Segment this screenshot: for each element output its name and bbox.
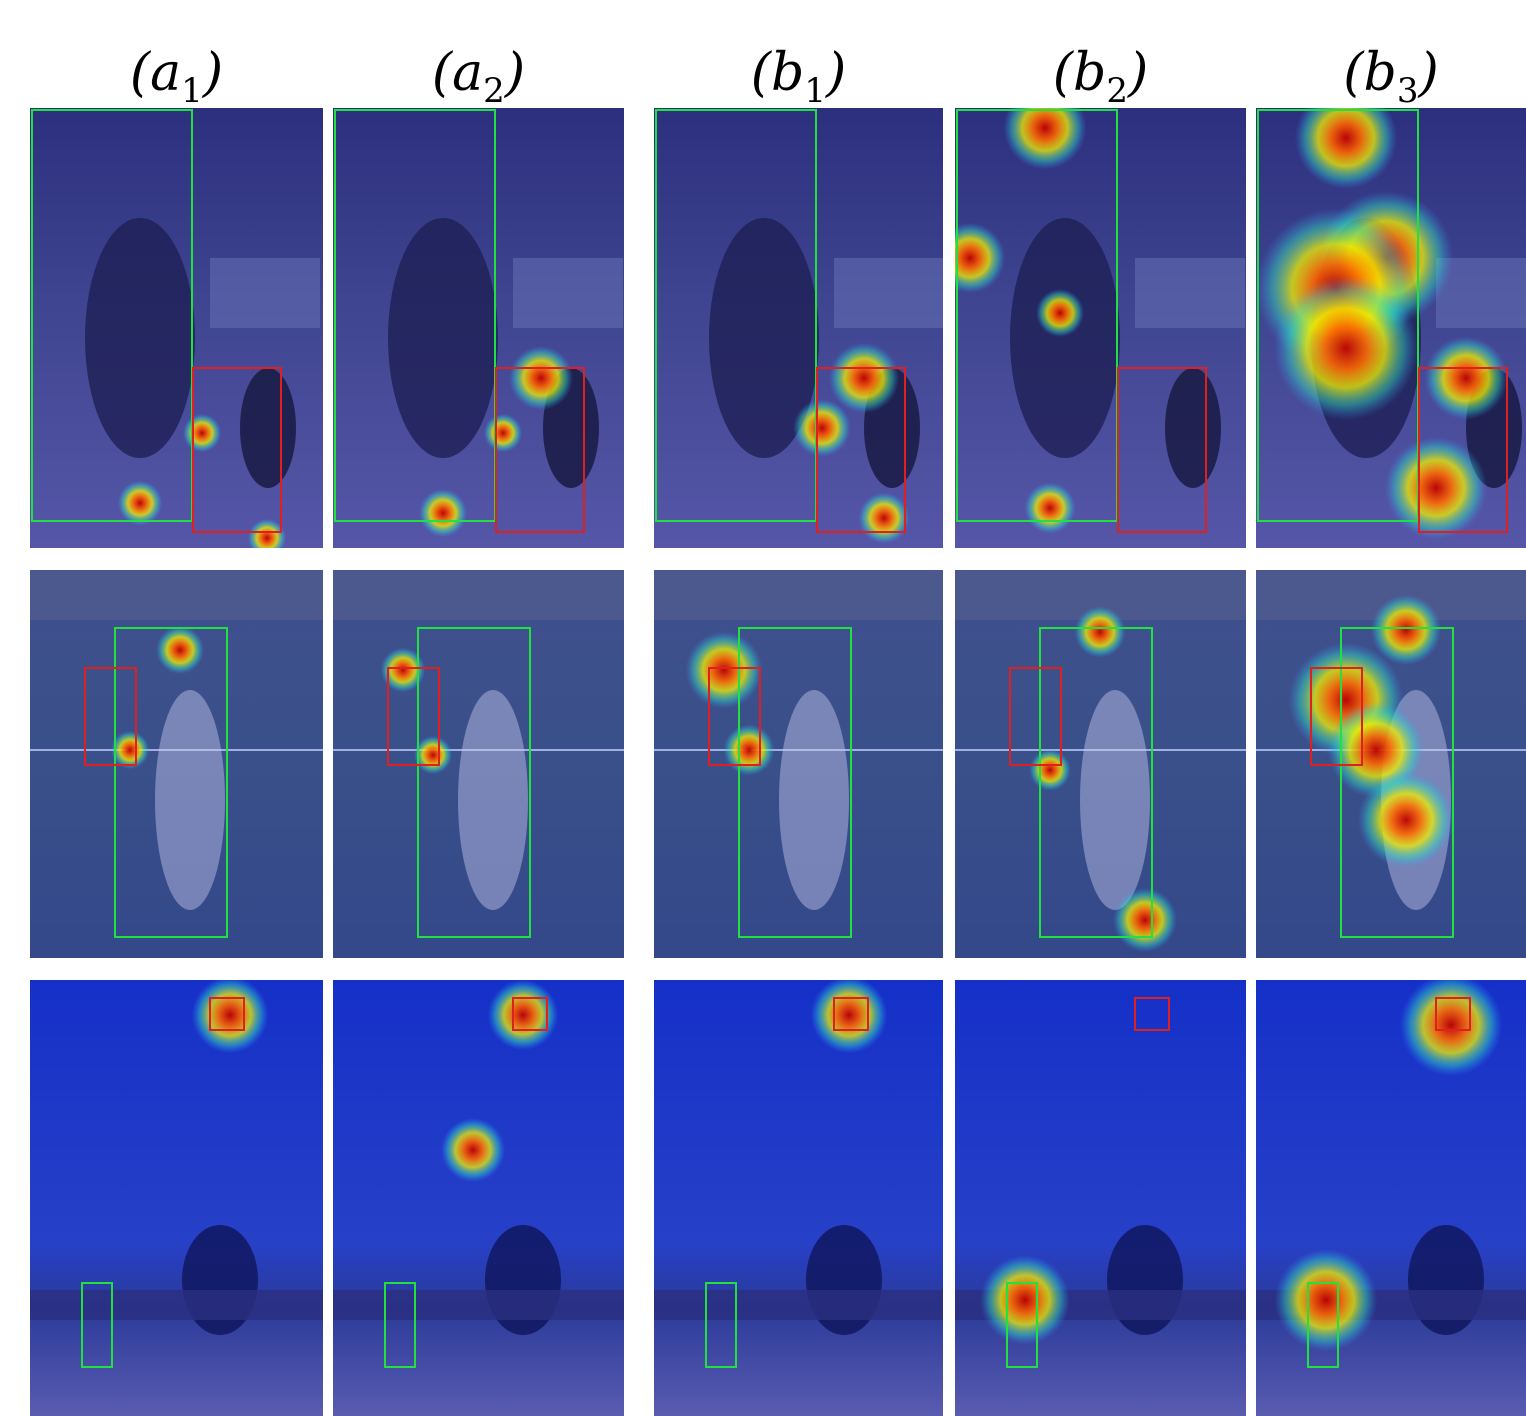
skyline: [333, 1290, 624, 1320]
cars: [513, 258, 623, 328]
cars: [834, 258, 944, 328]
image-panel: [955, 570, 1246, 958]
heat-blob: [980, 1255, 1070, 1345]
heat-blob: [183, 414, 221, 452]
column-headers: (a1)(a2)(b1)(b2)(b3): [130, 43, 1439, 111]
dog-silhouette: [240, 368, 296, 488]
image-panel: [935, 86, 1246, 548]
figure: (a1)(a2)(b1)(b2)(b3): [0, 0, 1526, 1416]
heat-blob: [1036, 289, 1084, 337]
label-suffix: ): [1417, 43, 1438, 103]
net: [30, 570, 323, 620]
cars: [1135, 258, 1245, 328]
label-prefix: (b: [751, 43, 805, 103]
heat-blob: [484, 414, 522, 452]
column-label: (b3): [1343, 43, 1439, 111]
heat-blob: [1275, 1249, 1377, 1351]
net: [654, 570, 943, 620]
heat-blob: [1024, 482, 1075, 533]
heat-blob: [686, 632, 763, 709]
label-subscript: 2: [1106, 71, 1128, 111]
heat-blob: [1358, 772, 1454, 868]
column-label: (a1): [130, 43, 223, 111]
label-subscript: 1: [181, 71, 203, 111]
image-panel: [333, 570, 624, 958]
heat-blob: [858, 492, 909, 543]
label-prefix: (b: [1053, 43, 1107, 103]
heat-blob: [118, 481, 163, 526]
heat-blob: [1400, 974, 1502, 1076]
panel-bg: [654, 980, 943, 1416]
image-panel: [1256, 570, 1526, 958]
label-subscript: 3: [1397, 71, 1419, 111]
page: (a1)(a2)(b1)(b2)(b3) (() => { const data…: [0, 0, 1526, 1416]
player-silhouette: [155, 690, 225, 910]
panels: [30, 86, 1526, 1416]
label-suffix: ): [825, 43, 846, 103]
player-silhouette: [779, 690, 849, 910]
skyline: [654, 1290, 943, 1320]
label-prefix: (a: [432, 43, 483, 103]
heat-blob: [793, 399, 851, 457]
label-subscript: 1: [804, 71, 826, 111]
person-silhouette: [388, 218, 498, 458]
column-label: (b2): [1053, 43, 1149, 111]
heat-blob: [723, 724, 774, 775]
image-panel: [30, 108, 323, 557]
label-suffix: ): [504, 43, 525, 103]
image-panel: [654, 108, 944, 548]
image-panel: [333, 980, 624, 1416]
label-subscript: 2: [483, 71, 505, 111]
column-label: (a2): [432, 43, 525, 111]
dog-silhouette: [1165, 368, 1221, 488]
heat-blob: [811, 977, 888, 1054]
heat-blob: [1424, 336, 1507, 419]
cars: [210, 258, 320, 328]
heat-blob: [414, 736, 452, 774]
image-panel: [654, 977, 943, 1416]
image-panel: [1256, 87, 1526, 548]
label-prefix: (a: [130, 43, 181, 103]
heat-blob: [1274, 276, 1418, 420]
heat-blob: [829, 343, 899, 413]
image-panel: [955, 980, 1246, 1416]
player-silhouette: [458, 690, 528, 910]
label-suffix: ): [1127, 43, 1148, 103]
heat-blob: [1029, 749, 1071, 791]
heat-blob: [111, 731, 149, 769]
person-silhouette: [85, 218, 195, 458]
skyline: [30, 1290, 323, 1320]
image-panel: [30, 977, 323, 1416]
heat-blob: [419, 489, 467, 537]
panel-bg: [333, 980, 624, 1416]
player-silhouette: [1080, 690, 1150, 910]
image-panel: [333, 108, 624, 548]
heat-blob: [441, 1118, 505, 1182]
image-panel: [654, 570, 943, 958]
label-prefix: (b: [1343, 43, 1397, 103]
heat-blob: [1074, 606, 1125, 657]
person-silhouette: [1010, 218, 1120, 458]
column-label: (b1): [751, 43, 847, 111]
heat-blob: [509, 346, 573, 410]
image-panel: [30, 570, 323, 958]
heat-blob: [1113, 888, 1177, 952]
panel-bg: [30, 980, 323, 1416]
heat-blob: [156, 626, 204, 674]
heat-blob: [192, 977, 269, 1054]
net: [333, 570, 624, 620]
heat-blob: [1385, 437, 1487, 539]
image-panel: [1256, 974, 1526, 1416]
heat-blob: [935, 223, 1005, 293]
panel-bg: [955, 980, 1246, 1416]
label-suffix: ): [202, 43, 223, 103]
